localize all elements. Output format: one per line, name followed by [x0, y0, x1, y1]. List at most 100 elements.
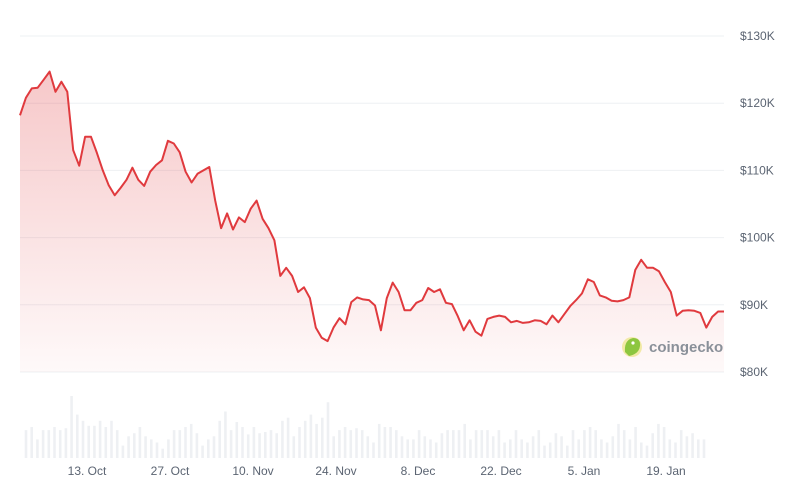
volume-bar [571, 430, 575, 458]
y-tick-label: $110K [740, 163, 774, 177]
volume-bar [377, 423, 381, 458]
volume-bar [457, 430, 461, 458]
volume-bar [127, 436, 130, 458]
volume-bar [600, 439, 603, 458]
volume-bar [412, 439, 415, 458]
volume-bar [81, 420, 85, 458]
volume-bar [651, 433, 654, 458]
gecko-logo-icon [622, 337, 642, 357]
volume-bar [514, 430, 518, 458]
volume-bar [503, 442, 506, 458]
volume-bar [41, 430, 45, 458]
volume-bar [611, 436, 615, 458]
volume-bar [355, 428, 358, 458]
volume-bar [229, 430, 233, 458]
volume-bar [184, 427, 187, 458]
volume-bar [76, 414, 79, 458]
volume-bar [133, 433, 136, 458]
volume-bar [104, 427, 108, 458]
volume-bar [679, 430, 683, 458]
volume-bar [178, 430, 182, 458]
volume-bar [53, 427, 56, 458]
volume-bar [201, 445, 204, 458]
volume-bar [372, 442, 375, 458]
volume-bar [560, 436, 563, 458]
y-tick-label: $90K [740, 298, 768, 312]
volume-bar [491, 436, 495, 458]
volume-bar [252, 427, 256, 458]
volume-bar [497, 430, 501, 458]
x-tick-label: 13. Oct [68, 464, 107, 478]
volume-bar [668, 439, 672, 458]
volume-bar [566, 445, 569, 458]
volume-bar [645, 445, 649, 458]
volume-bar [406, 439, 409, 458]
volume-bar [258, 433, 261, 458]
volume-bar [622, 430, 626, 458]
volume-bar [212, 436, 216, 458]
volume-bar [349, 430, 353, 458]
volume-bar [702, 439, 706, 458]
volume-bar [150, 439, 153, 458]
volume-bar [446, 430, 449, 458]
volume-bar [207, 439, 210, 458]
volume-bar [400, 436, 404, 458]
price-area-fill [20, 71, 724, 372]
volume-bar [161, 448, 164, 458]
volume-bar [64, 428, 68, 458]
volume-bar [58, 430, 62, 458]
volume-bar [469, 439, 472, 458]
volume-bar [167, 439, 170, 458]
volume-bar [548, 442, 552, 458]
volume-bar [526, 442, 529, 458]
volume-bar [24, 430, 28, 458]
x-tick-label: 22. Dec [480, 464, 521, 478]
volume-bar [634, 427, 637, 458]
volume-bar [98, 420, 102, 458]
volume-bar [588, 427, 592, 458]
volume-bar [241, 427, 244, 458]
volume-bar [36, 439, 39, 458]
volume-bar [474, 430, 478, 458]
y-tick-label: $120K [740, 96, 775, 110]
volume-bar [155, 442, 159, 458]
x-tick-label: 10. Nov [232, 464, 273, 478]
volume-bar [509, 439, 512, 458]
volume-bar [121, 445, 125, 458]
volume-bar [543, 445, 546, 458]
volume-bar [434, 442, 438, 458]
volume-bar [326, 402, 330, 458]
y-tick-label: $100K [740, 231, 775, 245]
volume-bar [640, 442, 643, 458]
x-tick-label: 24. Nov [315, 464, 356, 478]
volume-bar [383, 427, 387, 458]
volume-bar [395, 430, 398, 458]
volume-bar [338, 430, 341, 458]
x-tick-label: 19. Jan [646, 464, 685, 478]
volume-bar [332, 436, 335, 458]
volume-bar [87, 425, 90, 458]
volume-bar [70, 396, 73, 458]
volume-bar [298, 427, 301, 458]
volume-bar [463, 423, 466, 458]
y-tick-label: $130K [740, 29, 775, 43]
volume-bar [292, 436, 296, 458]
volume-bar [309, 414, 313, 458]
volume-bar [537, 430, 541, 458]
volume-bar [115, 430, 119, 458]
volume-bar [286, 417, 290, 458]
volume-bar [531, 436, 535, 458]
volume-bar [47, 430, 51, 458]
y-tick-label: $80K [740, 365, 768, 379]
volume-bar [605, 442, 609, 458]
volume-bar [30, 427, 33, 458]
volume-bars [24, 396, 706, 458]
volume-bar [235, 422, 239, 458]
price-line[interactable] [19, 70, 724, 343]
volume-bar [275, 433, 278, 458]
coingecko-watermark: coingecko [622, 337, 723, 357]
volume-bar [218, 420, 221, 458]
volume-bar [389, 427, 392, 458]
volume-bar [303, 420, 307, 458]
